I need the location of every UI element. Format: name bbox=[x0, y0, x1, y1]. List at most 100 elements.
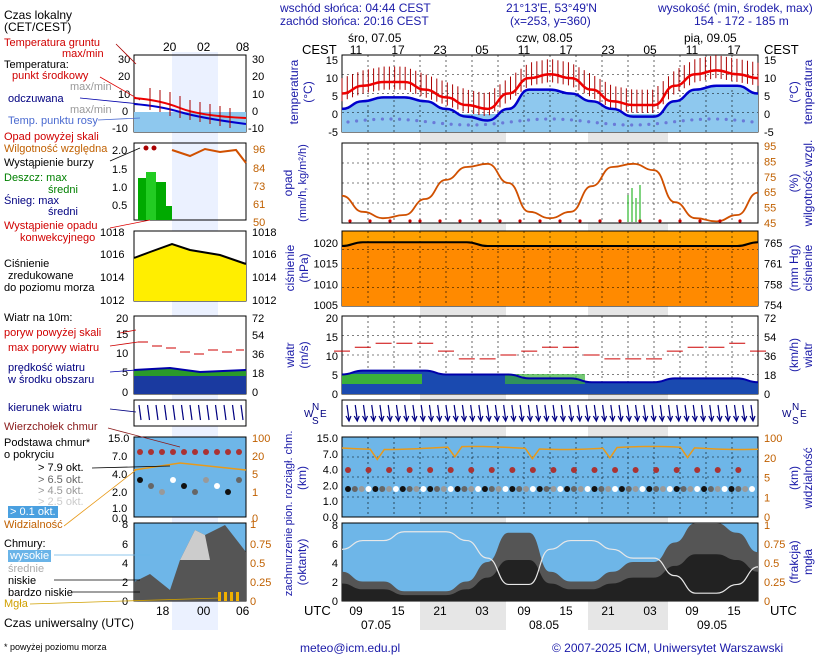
center-point-label: punkt środkowy bbox=[12, 70, 89, 82]
dew-point-dot bbox=[423, 119, 427, 124]
cloud-base-dot bbox=[434, 486, 441, 492]
dew-point-dot bbox=[587, 120, 591, 124]
compass-n: N bbox=[792, 402, 799, 413]
bottom-hour-tick: 15 bbox=[391, 604, 405, 618]
copyright-text: © 2007-2025 ICM, Uniwersytet Warszawski bbox=[552, 641, 784, 655]
grid-text: (x=253, y=360) bbox=[510, 14, 591, 28]
legend-fog-bars bbox=[218, 592, 239, 601]
bottom-hour-tick: 09 bbox=[349, 604, 363, 618]
wind-direction-arrows bbox=[345, 404, 756, 423]
pressure-legend-1: Ciśnienie bbox=[4, 258, 50, 270]
fog-scale-right: 1 bbox=[764, 520, 770, 532]
dew-point-dot bbox=[561, 117, 565, 121]
legend-wind-arrow bbox=[163, 404, 168, 421]
wind-arrow-head bbox=[502, 415, 509, 423]
legend-pressure-line bbox=[133, 242, 247, 265]
wind-arrow-head bbox=[444, 415, 451, 423]
day-label: śro, 07.05 bbox=[348, 31, 402, 45]
legend-precip-scale: 0.5 bbox=[112, 200, 127, 212]
legend-wind-scale-r: 54 bbox=[252, 330, 264, 342]
legend-hum-scale: 84 bbox=[253, 163, 265, 175]
legend-temp-scale-right: 20 bbox=[252, 71, 264, 83]
cloud-base-dot bbox=[345, 486, 351, 492]
legend-press-scale: 1012 bbox=[100, 295, 124, 307]
wind-arrow-head bbox=[452, 415, 459, 423]
hum-axis-unit: (%) bbox=[787, 174, 801, 193]
clouds-label: Chmury: bbox=[4, 538, 46, 550]
dew-point-dot bbox=[501, 121, 505, 125]
legend-cover-scale: 8 bbox=[122, 519, 128, 531]
legend-cover-area bbox=[134, 525, 246, 601]
email-link[interactable]: meteo@icm.edu.pl bbox=[300, 641, 401, 655]
cloud-base-dot bbox=[468, 486, 475, 492]
wind-arrow bbox=[569, 404, 573, 421]
dew-point-dots bbox=[346, 117, 754, 127]
wind-arrow bbox=[643, 404, 647, 421]
dew-point-dot bbox=[535, 117, 539, 121]
compass-n-left: N bbox=[312, 402, 319, 413]
legend-press-scale-r: 1018 bbox=[252, 227, 276, 239]
cloud-scale-left: 7.0 bbox=[323, 449, 338, 461]
cloud-base-dot bbox=[646, 486, 653, 492]
rain-mean-label: średni bbox=[48, 184, 78, 196]
cloud-base-dot bbox=[543, 486, 550, 492]
hum-scale-right: 45 bbox=[764, 218, 776, 230]
wind-arrow-head bbox=[584, 415, 591, 423]
wind-arrow bbox=[667, 404, 672, 421]
wind-arrow bbox=[684, 404, 688, 421]
wind-axis-unit: (m/s) bbox=[297, 341, 311, 368]
legend-wind-scale-r: 0 bbox=[252, 387, 258, 399]
cloud-base-dot bbox=[687, 486, 694, 492]
cover-scale-left: 4 bbox=[332, 558, 338, 570]
dew-point-dot bbox=[363, 118, 367, 122]
wind-arrow bbox=[725, 404, 729, 421]
temp-scale-left: 0 bbox=[332, 109, 338, 121]
hum-scale-right: 75 bbox=[764, 172, 776, 184]
wind-arrow-head bbox=[460, 415, 467, 423]
cover-scale-left: 2 bbox=[332, 577, 338, 589]
press-scale-right: 754 bbox=[764, 300, 782, 312]
low-cloud-area bbox=[342, 554, 758, 601]
dew-point-dot bbox=[707, 117, 711, 121]
cloud-base-dot bbox=[666, 486, 673, 492]
press-scale-right: 765 bbox=[764, 238, 782, 250]
top-hour-tick: 17 bbox=[559, 43, 573, 57]
bottom-hour-tick: 15 bbox=[727, 604, 741, 618]
cloud-base-dot bbox=[632, 486, 639, 492]
legend-hum-scale: 61 bbox=[253, 199, 265, 211]
wind-arrow bbox=[437, 404, 441, 421]
footnote: * powyżej poziomu morza bbox=[4, 642, 107, 652]
legend-cloud-dot bbox=[214, 449, 220, 455]
legend-wind-arrow bbox=[189, 404, 193, 421]
fog-scale-right: 0.5 bbox=[764, 558, 779, 570]
cloud-base-dot bbox=[488, 486, 495, 492]
wind-arrow bbox=[346, 404, 350, 421]
dew-point-dot bbox=[475, 123, 479, 127]
wind-arrow bbox=[503, 404, 507, 421]
legend-storm-dot bbox=[143, 145, 149, 151]
hum-scale-right: 85 bbox=[764, 156, 776, 168]
legend-cloud-dots bbox=[137, 449, 242, 495]
dew-point-dot bbox=[492, 122, 496, 126]
wind-arrow bbox=[519, 404, 523, 421]
wind-scale-left: 20 bbox=[326, 313, 338, 325]
conv-precip-label-2: konwekcyjnego bbox=[20, 232, 96, 244]
dew-point-dot bbox=[750, 120, 754, 124]
legend-cloud-dot bbox=[192, 449, 198, 455]
wind-arrow-head bbox=[576, 415, 583, 423]
cloud-top-label: Wierzchołek chmur bbox=[4, 421, 98, 433]
convective-dot bbox=[558, 219, 562, 223]
top-hour-tick: 23 bbox=[601, 43, 615, 57]
convective-dot bbox=[438, 219, 442, 223]
cloud-scale-left: 2.0 bbox=[323, 480, 338, 492]
legend-wind-arrow bbox=[223, 404, 227, 421]
legend-hum-scale: 50 bbox=[253, 217, 265, 229]
top-hour-ticks: 11 17 23 05 11 17 23 05 11 17 bbox=[350, 43, 741, 57]
wind-scale-left: 0 bbox=[332, 389, 338, 401]
cloud-top-dot bbox=[447, 467, 454, 473]
cloud-base-dot bbox=[659, 486, 666, 492]
wind-arrow-head bbox=[675, 415, 682, 423]
snow-mean-label: średni bbox=[48, 206, 78, 218]
wind-arrow bbox=[379, 404, 383, 421]
cloud-base-dot bbox=[625, 486, 632, 492]
